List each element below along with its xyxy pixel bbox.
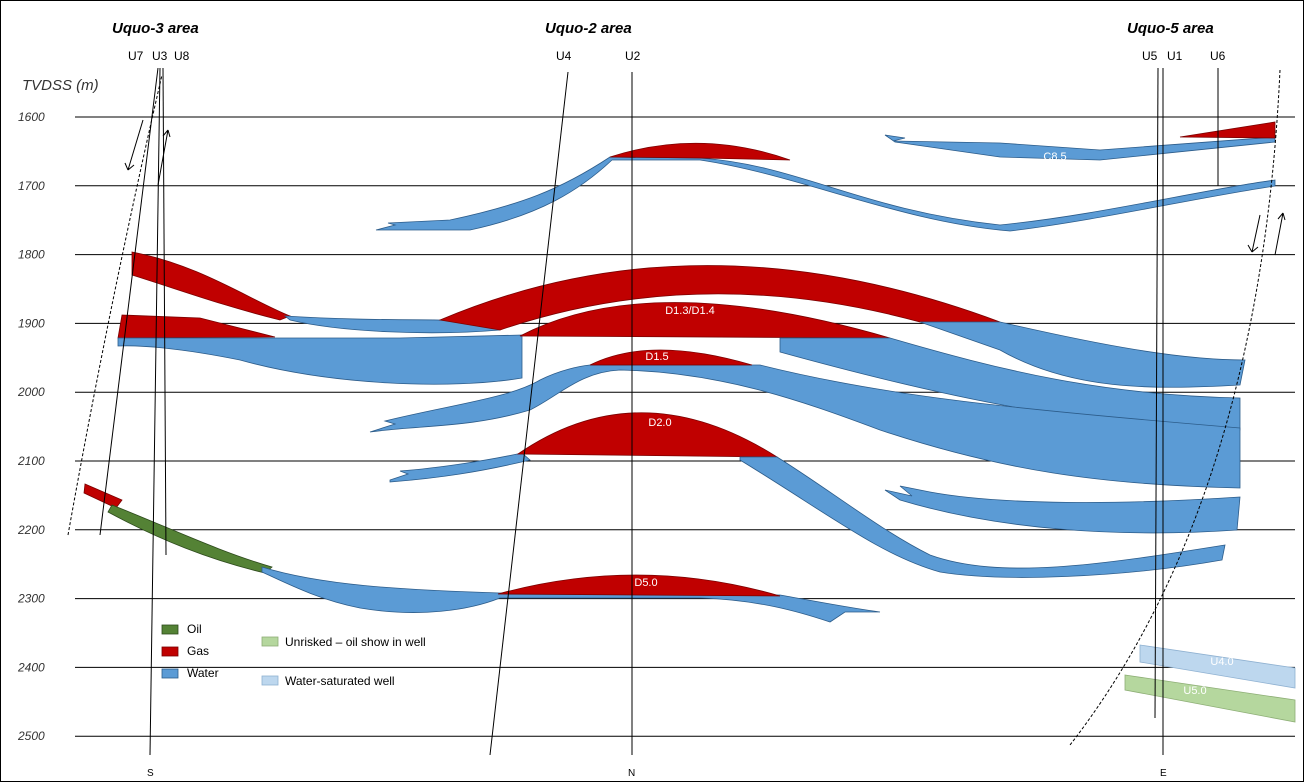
area-label: Uquo-5 area	[1127, 20, 1214, 37]
water-zone	[884, 485, 1241, 534]
well-label: U7	[128, 49, 144, 63]
reservoir-label: D5.0	[634, 577, 657, 589]
reservoir-label: U5.0	[1183, 685, 1206, 697]
gas-zone	[519, 302, 891, 339]
water-zone	[369, 364, 1241, 489]
reservoir-label: C8.5	[1043, 151, 1066, 163]
depth-label: 2100	[17, 454, 45, 468]
gas-zone	[516, 412, 779, 458]
depth-label: 1900	[18, 316, 45, 330]
legend-label: Unrisked – oil show in well	[285, 635, 426, 649]
legend-swatch	[161, 668, 179, 679]
oil-show-zone	[1124, 674, 1296, 723]
depth-label: 1800	[18, 248, 45, 262]
well-label: U5	[1142, 49, 1158, 63]
direction-label: E	[1160, 768, 1167, 779]
reservoir-label: D1.0	[703, 254, 726, 266]
water-zone	[117, 334, 523, 385]
depth-label: 1700	[18, 179, 45, 193]
reservoir-label: U4.0	[1210, 656, 1233, 668]
gas-zone	[131, 251, 292, 321]
legend-label: Oil	[187, 622, 202, 636]
direction-label: S	[147, 768, 154, 779]
well-line	[99, 67, 159, 536]
legend-swatch	[261, 636, 279, 647]
legend-swatch	[261, 675, 279, 686]
depth-label: 2000	[17, 385, 45, 399]
reservoir-label: C9.0	[708, 170, 731, 182]
legend-swatch	[161, 646, 179, 657]
water-zone	[919, 321, 1246, 388]
depth-label: 1600	[18, 110, 45, 124]
legend-label: Water-saturated well	[285, 674, 395, 688]
fault-arrows	[124, 119, 171, 186]
water-saturated-zone	[1139, 644, 1296, 689]
axis-title: TVDSS (m)	[22, 77, 99, 94]
water-zone	[739, 456, 1226, 578]
legend-label: Water	[187, 666, 219, 680]
fault	[67, 74, 163, 536]
well-line	[162, 67, 167, 556]
well-label: U2	[625, 49, 641, 63]
well-label: U1	[1167, 49, 1183, 63]
gas-zone	[1179, 121, 1276, 139]
well-label: U4	[556, 49, 572, 63]
depth-label: 2300	[17, 592, 45, 606]
depth-label: 2200	[17, 523, 45, 537]
well-line	[489, 71, 569, 756]
legend-label: Gas	[187, 644, 209, 658]
gas-zone	[117, 314, 276, 339]
legend-swatch	[161, 624, 179, 635]
depth-label: 2500	[17, 729, 45, 743]
area-label: Uquo-3 area	[112, 20, 199, 37]
well-label: U6	[1210, 49, 1226, 63]
gas-zone	[497, 574, 781, 597]
reservoir-label: D2.0	[648, 417, 671, 429]
gas-zone	[589, 349, 753, 366]
reservoir-label: D1.3/D1.4	[665, 305, 715, 317]
fault-arrows	[1247, 212, 1286, 256]
depth-label: 2400	[17, 660, 45, 674]
well-label: U8	[174, 49, 190, 63]
reservoir-label: D1.5	[645, 351, 668, 363]
direction-label: N	[628, 768, 635, 779]
well-label: U3	[152, 49, 168, 63]
gas-zone	[609, 142, 791, 161]
area-label: Uquo-2 area	[545, 20, 632, 37]
